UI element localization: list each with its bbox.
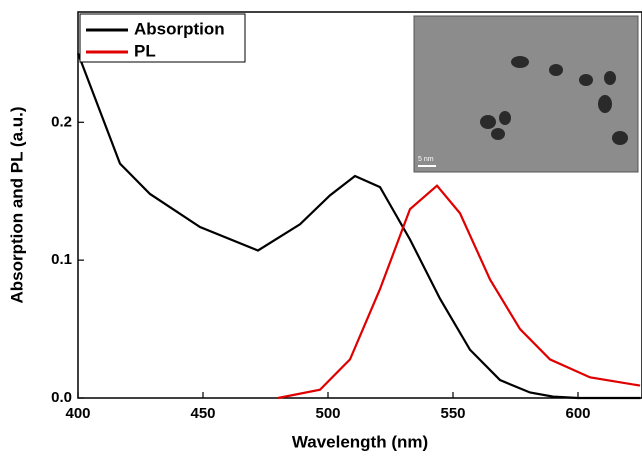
line-series — [278, 186, 640, 398]
inset-image: 5 nm — [414, 16, 638, 172]
chart: 5 nm Wavelength (nm) Absorption and PL (… — [0, 0, 642, 457]
x-tick-label: 500 — [315, 405, 340, 422]
y-tick-label: 0.0 — [51, 389, 72, 406]
x-tick-label: 600 — [565, 405, 590, 422]
y-axis-label: Absorption and PL (a.u.) — [7, 106, 26, 303]
legend-label: Absorption — [134, 19, 225, 38]
x-tick-label: 550 — [440, 405, 465, 422]
x-axis-label: Wavelength (nm) — [292, 432, 428, 451]
x-tick-label: 450 — [190, 405, 215, 422]
y-tick-label: 0.1 — [51, 251, 72, 268]
inset-scale-label: 5 nm — [418, 156, 434, 163]
y-tick-label: 0.2 — [51, 113, 72, 130]
x-tick-label: 400 — [65, 405, 90, 422]
legend-label: PL — [134, 41, 156, 60]
